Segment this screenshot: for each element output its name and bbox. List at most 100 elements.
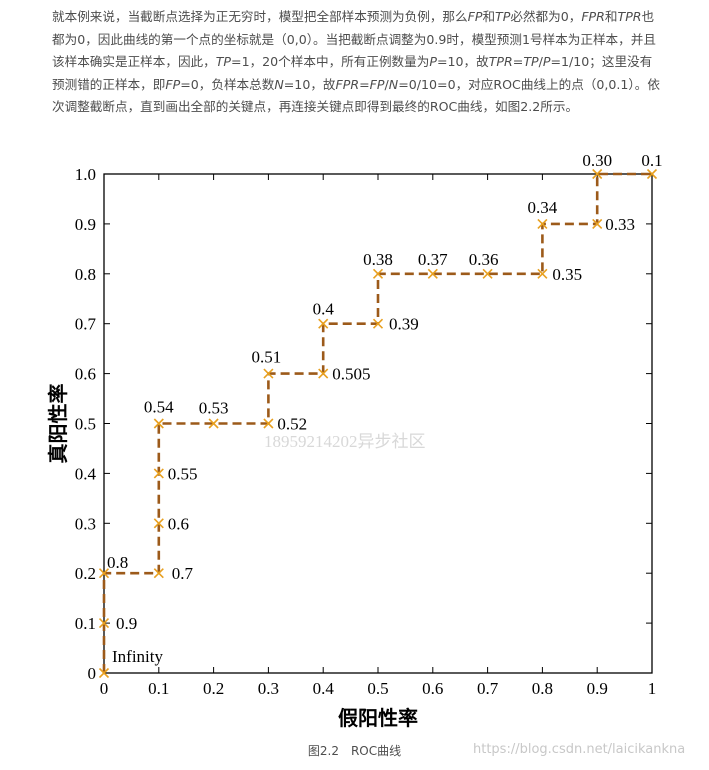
data-label: 0.9	[116, 614, 137, 633]
data-label: 0.1	[641, 151, 662, 170]
x-tick-label: 0.7	[477, 679, 499, 698]
data-label: 0.51	[252, 348, 282, 367]
data-label: 0.39	[389, 315, 419, 334]
point-marker	[537, 268, 548, 279]
point-marker	[153, 568, 164, 579]
data-label: 0.7	[172, 564, 194, 583]
figure-panel: 18959214202异步社区 0 0.1 0.2 0.3 0.4 0.5 0.6 0.7 0.8…	[44, 151, 667, 728]
x-tick-label: 0.4	[313, 679, 335, 698]
point-marker	[646, 168, 658, 180]
data-label: 0.35	[552, 265, 582, 284]
point-marker	[592, 218, 603, 229]
data-label: 0.4	[313, 300, 335, 319]
y-tick-label: 0.4	[75, 464, 97, 483]
point-marker	[318, 368, 329, 379]
point-marker	[153, 418, 164, 429]
data-label: 0.36	[469, 250, 499, 269]
chart-watermark: 18959214202异步社区	[264, 432, 426, 451]
data-label: 0.37	[418, 250, 448, 269]
data-label: 0.38	[363, 250, 393, 269]
data-label: Infinity	[112, 647, 163, 666]
paragraph-text: 就本例来说，当截断点选择为正无穷时，模型把全部样本预测为负例，那么	[52, 9, 468, 24]
data-label: 0.52	[277, 415, 307, 434]
y-tick-label: 0.9	[75, 215, 96, 234]
point-marker	[98, 618, 110, 629]
point-marker	[372, 318, 384, 329]
variable-symbol: TPR	[617, 9, 642, 24]
variable-symbol: TP	[523, 54, 539, 70]
paragraph-text: =1，20个样本中，所有正例数量为	[231, 54, 430, 70]
x-axis-title: 假阳性率	[338, 706, 418, 728]
data-label: 0.6	[168, 514, 189, 533]
point-marker	[263, 418, 274, 429]
paragraph-text: =10，故	[283, 76, 336, 92]
point-marker	[98, 667, 110, 679]
paragraph-text: =0，负样本总数	[180, 76, 275, 92]
data-label: 0.55	[168, 464, 198, 483]
x-tick-label: 0	[100, 679, 109, 698]
variable-symbol: FPR	[581, 9, 605, 24]
point-marker	[318, 318, 329, 329]
data-label: 0.33	[605, 215, 635, 234]
x-tick-label: 1	[648, 679, 657, 698]
paragraph-text: 必然都为0，	[510, 9, 582, 24]
variable-symbol: TP	[215, 54, 232, 70]
y-tick-label: 1.0	[75, 165, 96, 184]
site-watermark: https://blog.csdn.net/laicikankna	[473, 742, 686, 757]
data-label: 0.54	[144, 398, 174, 417]
y-tick-label: 0.5	[75, 415, 96, 434]
point-marker	[592, 168, 603, 180]
roc-chart: 18959214202异步社区 0 0.1 0.2 0.3 0.4 0.5 0.6 0.7 0.8…	[46, 151, 663, 728]
x-tick-label: 0.6	[422, 679, 443, 698]
y-tick-label: 0.8	[75, 265, 96, 284]
paragraph-text: =	[359, 76, 370, 92]
point-marker	[153, 518, 164, 529]
point-marker	[427, 268, 438, 279]
paragraph-text: /	[538, 54, 543, 70]
point-marker	[482, 268, 493, 279]
body-paragraph: 就本例来说，当截断点选择为正无穷时，模型把全部样本预测为负例，那么FP和TP必然…	[52, 6, 664, 119]
variable-symbol: N	[274, 76, 284, 92]
paragraph-text: 和	[604, 9, 618, 24]
paragraph-text: =0/10=0，对应ROC曲线上的点（0,0.1）。依次调整截断点，直到画出全部…	[52, 76, 660, 115]
paragraph-text: =1/10；这里没有预测错的正样本，即	[52, 54, 653, 92]
point-marker	[208, 418, 219, 429]
y-axis-title: 真阳性率	[46, 384, 70, 464]
y-tick-label: 0.1	[75, 614, 96, 633]
data-label: 0.34	[528, 198, 558, 217]
data-label: 0.505	[332, 365, 370, 384]
data-label: 0.8	[107, 553, 128, 572]
y-tick-label: 0.6	[75, 365, 96, 384]
paragraph-text: =10，故	[436, 54, 489, 70]
paragraph-text: 和	[482, 9, 496, 24]
x-tick-label: 0.8	[532, 679, 553, 698]
variable-symbol: FPR	[335, 76, 360, 92]
paragraph-text: /	[384, 76, 389, 92]
variable-symbol: N	[388, 76, 399, 92]
variable-symbol: P	[429, 54, 437, 70]
x-tick-label: 0.1	[148, 679, 169, 698]
data-label: 0.30	[582, 151, 612, 170]
y-tick-label: 0.7	[75, 315, 97, 334]
point-marker	[263, 368, 274, 379]
variable-symbol: TP	[495, 9, 511, 24]
variable-symbol: FP	[165, 76, 181, 92]
data-label: 0.53	[199, 399, 229, 418]
x-tick-label: 0.5	[367, 679, 388, 698]
variable-symbol: FP	[467, 9, 483, 24]
point-marker	[537, 218, 548, 229]
y-tick-label: 0.3	[75, 514, 96, 533]
point-marker	[153, 468, 164, 479]
paragraph-text: =	[512, 54, 524, 70]
variable-symbol: FP	[369, 76, 385, 92]
y-tick-label: 0	[88, 664, 97, 683]
point-marker	[372, 268, 384, 279]
x-tick-label: 0.2	[203, 679, 224, 698]
variable-symbol: TPR	[488, 54, 513, 70]
point-marker	[98, 568, 110, 579]
x-tick-label: 0.9	[587, 679, 608, 698]
paragraph-text: 也都为0，因此曲线的第一个点的坐标就是（0,0）。当把截断点调整为0.9时，模型…	[52, 9, 656, 70]
variable-symbol: P	[542, 54, 551, 70]
figure-caption: 图2.2 ROC曲线	[307, 744, 402, 758]
y-tick-label: 0.2	[75, 564, 96, 583]
